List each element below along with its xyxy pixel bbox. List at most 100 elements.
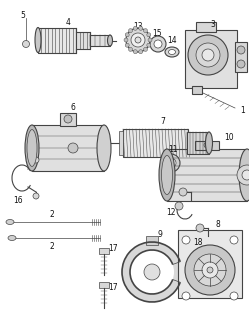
Text: 17: 17 [108,283,118,292]
Circle shape [196,224,204,232]
Bar [196,22,216,32]
Circle shape [130,250,174,294]
Circle shape [182,292,190,300]
Circle shape [33,193,39,199]
Text: 18: 18 [193,237,203,246]
Ellipse shape [25,125,39,171]
Text: 11: 11 [168,145,178,154]
Circle shape [143,28,147,33]
Circle shape [68,143,78,153]
Circle shape [230,236,238,244]
Circle shape [179,188,187,196]
Circle shape [207,267,213,273]
Circle shape [204,142,210,148]
Circle shape [148,38,152,42]
Circle shape [139,50,143,54]
Circle shape [182,236,190,244]
Circle shape [22,41,29,47]
Circle shape [202,262,218,278]
Bar [235,42,247,72]
Circle shape [139,26,143,30]
Bar [119,131,123,155]
Text: 15: 15 [152,28,162,37]
Ellipse shape [8,236,16,241]
Circle shape [147,33,151,37]
Bar [187,132,209,154]
Bar [32,125,104,171]
Circle shape [194,254,226,286]
Circle shape [230,292,238,300]
Circle shape [188,35,228,75]
Circle shape [162,154,180,172]
Bar [167,149,247,201]
Circle shape [64,115,72,123]
Text: 3: 3 [211,20,215,28]
Circle shape [237,46,245,54]
Circle shape [185,245,235,295]
Ellipse shape [205,132,212,154]
Text: 6: 6 [70,102,75,111]
Circle shape [147,43,151,47]
Circle shape [242,170,249,180]
Text: 16: 16 [13,196,23,204]
Circle shape [237,60,245,68]
Ellipse shape [239,149,249,201]
Text: 18: 18 [164,186,174,195]
Text: 4: 4 [65,18,70,27]
Circle shape [124,38,128,42]
Bar [60,113,76,126]
Bar [146,236,158,245]
Circle shape [237,165,249,185]
Text: 12: 12 [166,207,176,217]
Circle shape [143,47,147,52]
Circle shape [128,28,132,33]
Circle shape [196,43,220,67]
Text: 13: 13 [133,21,143,30]
Circle shape [122,242,182,302]
Ellipse shape [159,149,175,201]
Text: 10: 10 [224,132,234,141]
Text: 17: 17 [108,244,118,252]
Ellipse shape [97,125,111,171]
Circle shape [175,202,183,210]
Circle shape [125,33,129,37]
Ellipse shape [27,130,37,166]
Text: 2: 2 [50,242,54,251]
Bar [90,35,110,46]
Text: 14: 14 [167,36,177,44]
Bar [178,230,242,298]
Circle shape [128,47,132,52]
Circle shape [166,158,176,168]
Bar [99,248,109,254]
Ellipse shape [169,50,176,54]
Circle shape [133,26,137,30]
Text: 2: 2 [50,210,54,219]
Ellipse shape [165,47,179,57]
Circle shape [126,28,150,52]
Circle shape [133,50,137,54]
Circle shape [125,43,129,47]
Circle shape [202,49,214,61]
Circle shape [144,264,160,280]
Bar [195,141,219,150]
Ellipse shape [162,156,173,195]
Circle shape [131,33,145,47]
Ellipse shape [6,220,14,225]
Bar [123,129,188,157]
Bar [99,282,109,288]
Circle shape [150,36,166,52]
Text: 8: 8 [216,220,220,228]
Ellipse shape [35,28,41,52]
Bar [185,30,237,88]
Bar [76,32,90,49]
Text: 5: 5 [21,11,25,20]
Text: 7: 7 [161,116,165,125]
Text: 1: 1 [241,106,245,115]
Circle shape [33,157,39,163]
Circle shape [154,40,162,48]
Circle shape [135,37,141,43]
Text: 9: 9 [158,229,162,238]
Ellipse shape [108,35,113,46]
Bar [38,28,76,53]
Bar [192,86,202,94]
